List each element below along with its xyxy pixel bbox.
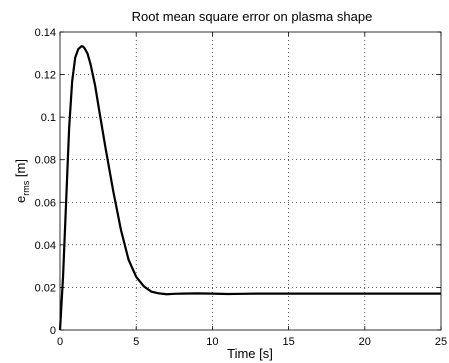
ticks bbox=[59, 31, 442, 331]
series-line bbox=[58, 45, 441, 331]
y-tick-label: 0.04 bbox=[35, 240, 56, 252]
x-axis-label: Time [s] bbox=[227, 346, 273, 361]
grid bbox=[60, 32, 441, 330]
y-axis-label-unit: [m] bbox=[13, 159, 28, 181]
y-tick-label: 0.14 bbox=[35, 27, 56, 39]
y-tick-label: 0 bbox=[50, 325, 56, 337]
y-tick-label: 0.12 bbox=[35, 70, 56, 82]
x-tick-label: 0 bbox=[57, 336, 63, 348]
x-tick-labels: 0 5 10 15 20 25 bbox=[57, 336, 447, 348]
plot-frame bbox=[59, 31, 442, 331]
y-tick-label: 0.1 bbox=[41, 112, 56, 124]
y-axis-label-subscript: rms bbox=[21, 180, 31, 195]
x-tick-label: 25 bbox=[435, 336, 447, 348]
x-tick-label: 15 bbox=[282, 336, 294, 348]
y-tick-label: 0.06 bbox=[35, 197, 56, 209]
y-axis-label-main: e bbox=[13, 196, 28, 203]
x-tick-label: 20 bbox=[359, 336, 371, 348]
x-tick-label: 5 bbox=[133, 336, 139, 348]
y-tick-labels: 0 0.02 0.04 0.06 0.08 0.1 0.12 0.14 bbox=[35, 27, 56, 337]
chart-title: Root mean square error on plasma shape bbox=[132, 9, 373, 24]
y-tick-label: 0.02 bbox=[35, 282, 56, 294]
y-tick-label: 0.08 bbox=[35, 155, 56, 167]
y-axis-label: erms [m] bbox=[13, 159, 31, 203]
x-tick-label: 10 bbox=[206, 336, 218, 348]
